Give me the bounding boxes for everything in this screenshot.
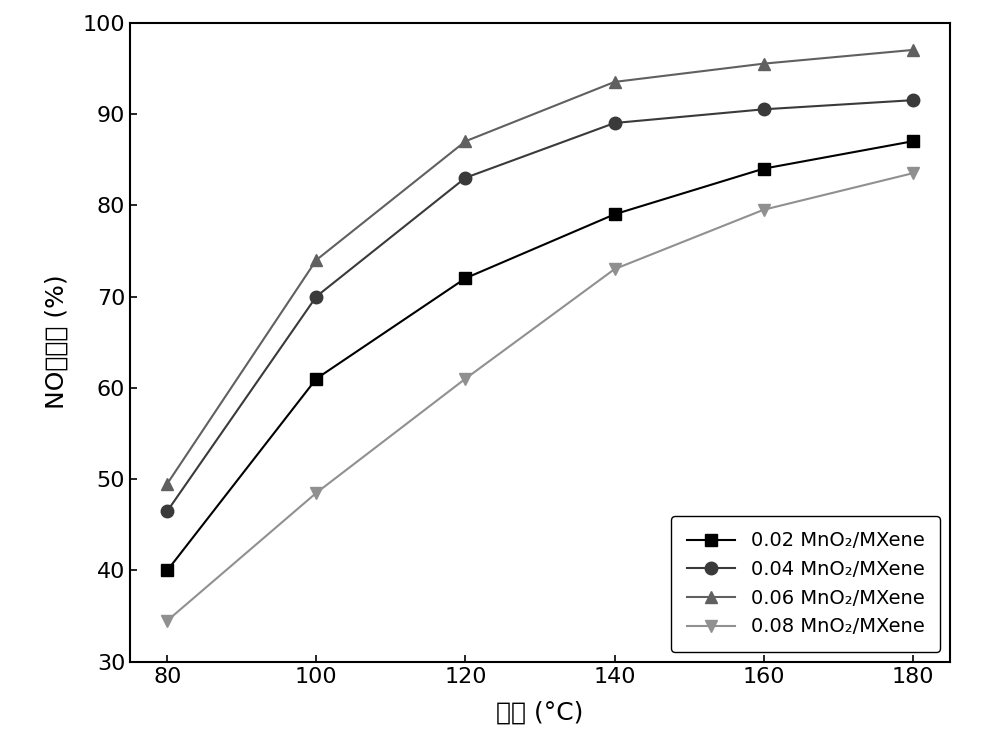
0.06 MnO₂/MXene: [161, 479, 173, 488]
Line: 0.02 MnO₂/MXene: 0.02 MnO₂/MXene: [161, 135, 919, 577]
0.04 MnO₂/MXene: [907, 96, 919, 105]
0.08 MnO₂/MXene: [310, 488, 322, 497]
0.04 MnO₂/MXene: [161, 507, 173, 516]
0.02 MnO₂/MXene: [459, 274, 471, 283]
Line: 0.06 MnO₂/MXene: 0.06 MnO₂/MXene: [161, 44, 919, 490]
X-axis label: 温度 (°C): 温度 (°C): [496, 701, 584, 724]
Line: 0.04 MnO₂/MXene: 0.04 MnO₂/MXene: [161, 94, 919, 517]
0.06 MnO₂/MXene: [609, 77, 621, 86]
0.08 MnO₂/MXene: [609, 265, 621, 274]
Legend: 0.02 MnO₂/MXene, 0.04 MnO₂/MXene, 0.06 MnO₂/MXene, 0.08 MnO₂/MXene: 0.02 MnO₂/MXene, 0.04 MnO₂/MXene, 0.06 M…: [671, 516, 940, 652]
0.02 MnO₂/MXene: [609, 210, 621, 219]
0.02 MnO₂/MXene: [161, 566, 173, 575]
0.06 MnO₂/MXene: [758, 59, 770, 68]
0.04 MnO₂/MXene: [459, 173, 471, 182]
0.04 MnO₂/MXene: [310, 292, 322, 301]
0.02 MnO₂/MXene: [907, 137, 919, 146]
0.02 MnO₂/MXene: [758, 164, 770, 173]
0.06 MnO₂/MXene: [907, 45, 919, 54]
0.04 MnO₂/MXene: [609, 119, 621, 128]
0.06 MnO₂/MXene: [459, 137, 471, 146]
0.08 MnO₂/MXene: [459, 374, 471, 384]
Line: 0.08 MnO₂/MXene: 0.08 MnO₂/MXene: [161, 167, 919, 627]
Y-axis label: NO转化率 (%): NO转化率 (%): [45, 274, 69, 410]
0.08 MnO₂/MXene: [758, 205, 770, 214]
0.04 MnO₂/MXene: [758, 105, 770, 114]
0.08 MnO₂/MXene: [161, 616, 173, 625]
0.02 MnO₂/MXene: [310, 374, 322, 384]
0.06 MnO₂/MXene: [310, 256, 322, 265]
0.08 MnO₂/MXene: [907, 168, 919, 177]
